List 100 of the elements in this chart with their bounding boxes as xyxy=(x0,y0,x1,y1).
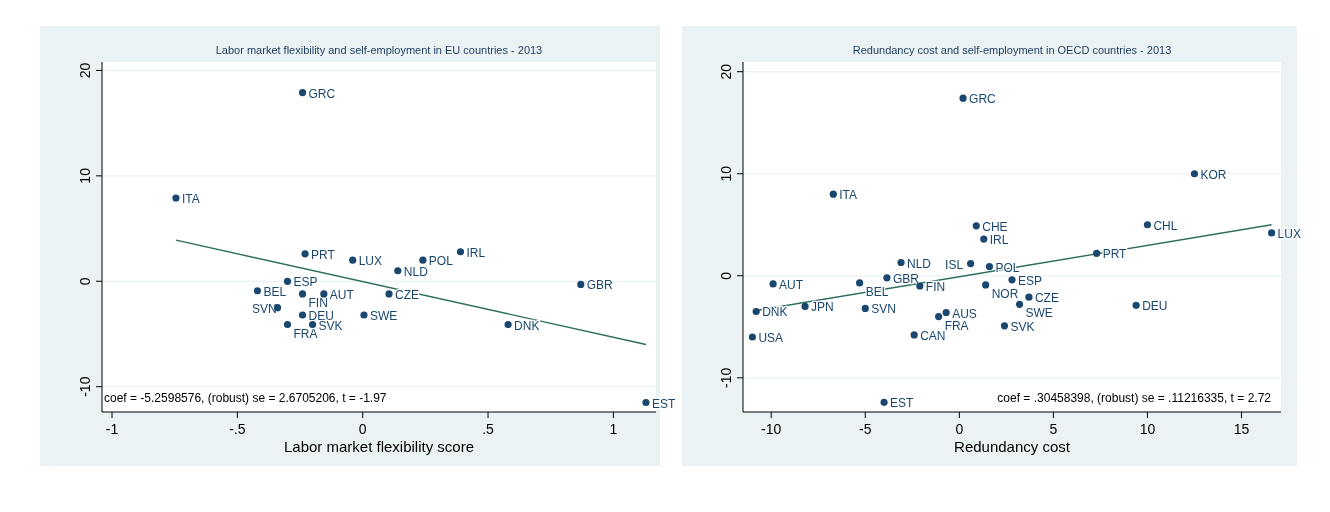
annotation: NLD xyxy=(403,264,429,279)
point xyxy=(298,88,307,97)
annotation: FIN xyxy=(308,295,328,310)
annotation: GBR xyxy=(586,278,614,293)
annotation: DNK xyxy=(762,305,788,320)
point xyxy=(1190,170,1199,178)
annotation: AUS xyxy=(952,306,977,321)
annotation: IRL xyxy=(466,245,486,260)
annotation: SVK xyxy=(1010,319,1035,334)
x-axis-title: Labor market flexibility score xyxy=(283,438,475,455)
point xyxy=(419,256,427,264)
x-tick-label: -1 xyxy=(105,421,119,437)
x-tick-label: 5 xyxy=(1049,421,1058,437)
point xyxy=(1093,249,1101,257)
annotation: USA xyxy=(758,331,784,345)
annotation: SWE xyxy=(369,309,398,324)
annotation: AUT xyxy=(329,287,355,302)
y-tick-label: -10 xyxy=(718,367,734,388)
point xyxy=(577,280,585,289)
y-tick-label: 20 xyxy=(77,62,93,79)
point xyxy=(642,398,650,407)
point xyxy=(752,307,760,316)
point xyxy=(910,331,918,339)
annotation: SWE xyxy=(1025,306,1053,321)
annotation: IRL xyxy=(989,233,1009,248)
annotation: GBR xyxy=(892,271,920,286)
annotation: ESP xyxy=(293,275,318,290)
point xyxy=(1008,276,1016,284)
point xyxy=(883,274,891,282)
point xyxy=(985,262,994,271)
x-tick-label: 1 xyxy=(609,421,618,437)
annotation: AUT xyxy=(779,277,804,292)
point xyxy=(861,304,869,313)
point xyxy=(283,320,292,329)
x-tick-label: .5 xyxy=(482,421,495,437)
point xyxy=(298,311,307,319)
annotation: DNK xyxy=(514,318,540,333)
point xyxy=(856,279,864,287)
annotation: FRA xyxy=(944,318,969,333)
point xyxy=(298,290,307,298)
point xyxy=(980,235,988,243)
x-tick-label: 10 xyxy=(1139,421,1156,437)
annotation: CHL xyxy=(1153,218,1178,233)
x-tick-label: -5 xyxy=(859,421,872,437)
annotation: BEL xyxy=(263,284,287,299)
point xyxy=(1132,301,1140,309)
annotation: CHE xyxy=(982,219,1008,234)
y-tick-label: -10 xyxy=(77,376,93,397)
point xyxy=(1015,300,1024,308)
annotation: LUX xyxy=(358,254,383,269)
point xyxy=(967,259,975,268)
y-tick-label: 10 xyxy=(77,167,93,184)
point xyxy=(349,256,357,264)
annotation: NLD xyxy=(907,256,932,271)
point xyxy=(829,190,837,198)
annotation: ITA xyxy=(181,191,200,206)
chart-title: Labor market flexibility and self-employment in EU countries - 2013 xyxy=(215,44,543,56)
annotation: CAN xyxy=(920,328,946,343)
point xyxy=(972,222,980,230)
point xyxy=(769,280,777,288)
annotation: DEU xyxy=(1142,299,1168,314)
point xyxy=(1267,229,1276,237)
annotation: POL xyxy=(428,254,454,269)
point xyxy=(897,258,905,267)
annotation: EST xyxy=(651,396,676,411)
point xyxy=(942,308,950,317)
point xyxy=(880,398,888,406)
annotation: ESP xyxy=(1018,273,1043,288)
annotation: ISL xyxy=(945,257,964,272)
annotation: JPN xyxy=(811,300,834,315)
point xyxy=(982,281,990,289)
point xyxy=(916,282,924,290)
point xyxy=(394,267,402,275)
annotation: NOR xyxy=(991,286,1019,301)
annotation: LUX xyxy=(1277,226,1301,241)
point xyxy=(935,312,943,321)
point xyxy=(283,277,292,285)
x-tick-label: 0 xyxy=(955,421,964,437)
point xyxy=(172,194,180,202)
y-tick-label: 0 xyxy=(718,271,734,280)
x-axis-title: Redundancy cost xyxy=(954,438,1071,455)
point xyxy=(1025,293,1033,301)
point xyxy=(801,302,809,310)
annotation: GRC xyxy=(969,92,997,107)
annotation: PRT xyxy=(311,247,336,262)
annotation: CZE xyxy=(1034,291,1059,306)
point xyxy=(1143,221,1152,229)
point xyxy=(504,320,512,329)
point xyxy=(320,290,328,298)
annotation: PRT xyxy=(1102,247,1128,262)
y-tick-label: 0 xyxy=(77,277,93,286)
y-tick-label: 10 xyxy=(718,165,734,182)
point xyxy=(456,248,465,256)
point xyxy=(253,287,262,295)
annotation: GRC xyxy=(308,86,336,101)
point xyxy=(959,94,967,102)
x-tick-label: -10 xyxy=(761,421,782,437)
point xyxy=(360,311,368,319)
y-tick-label: 20 xyxy=(718,63,734,80)
chart-title: Redundancy cost and self-employment in OECD countries - 2013 xyxy=(852,44,1172,56)
